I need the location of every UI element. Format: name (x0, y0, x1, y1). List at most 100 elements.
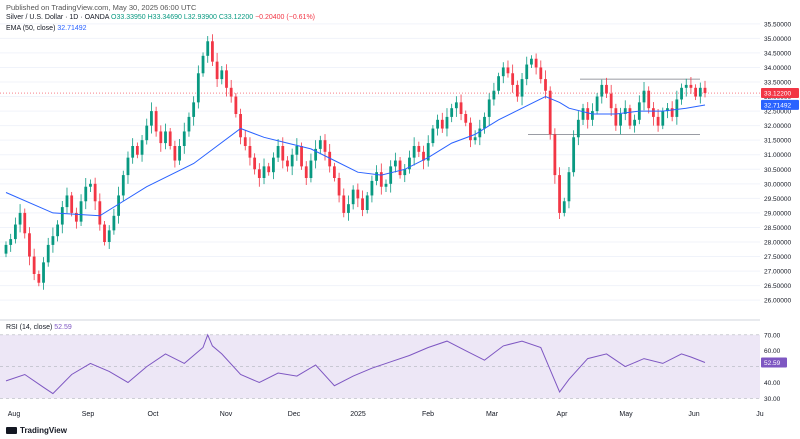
candle-body (497, 76, 500, 91)
price-tick-label: 29.50000 (764, 196, 791, 203)
candle-body (351, 189, 355, 205)
candle-body (4, 244, 8, 254)
candle-body (234, 96, 238, 114)
time-tick-label: May (619, 411, 633, 418)
candle-body (520, 79, 524, 97)
candle-body (23, 212, 27, 234)
candle-body (290, 154, 294, 167)
candle-body (79, 201, 83, 222)
candle-body (539, 67, 543, 80)
candle-body (454, 102, 458, 109)
time-tick-label: Aug (8, 411, 21, 418)
rsi-axis: 70.00 60.00 40.00 30.00 52.59 (761, 332, 787, 403)
candle-body (633, 119, 637, 126)
candle-body (398, 160, 402, 176)
candle-body (239, 114, 242, 138)
candle-body (70, 195, 74, 213)
candle-body (403, 169, 407, 176)
last-price-tag-box (761, 88, 799, 99)
candle-body (365, 195, 369, 210)
candle-body (93, 183, 97, 202)
candle-body (361, 198, 364, 210)
price-tick-label: 35.00000 (764, 36, 791, 43)
candle-body (98, 201, 102, 225)
time-tick-label: 2025 (350, 411, 366, 418)
candle-body (215, 61, 219, 80)
candle-body (267, 166, 271, 173)
candle-body (337, 178, 341, 196)
candle-body (703, 87, 707, 94)
candle-body (248, 146, 252, 158)
reference-lines (0, 78, 760, 135)
time-tick-label: Oct (148, 411, 159, 418)
candle-body (412, 146, 416, 158)
candle-body (196, 73, 200, 103)
candle-body (225, 70, 228, 88)
rsi-line (5, 333, 706, 395)
price-tick-label: 27.50000 (764, 254, 791, 261)
candle-body (173, 146, 177, 161)
candle-body (389, 166, 393, 184)
candle-body (408, 157, 411, 170)
ema-legend: EMA (50, close) 32.71492 (6, 25, 87, 32)
price-tick-label: 30.00000 (764, 181, 791, 188)
candle-body (675, 99, 679, 117)
candle-body (544, 79, 547, 91)
candle-body (253, 157, 257, 170)
time-tick-label: Jun (688, 411, 699, 418)
candle-body (628, 108, 632, 126)
candle-body (201, 55, 205, 74)
price-tick-label: 31.00000 (764, 152, 791, 159)
rsi-value: 52.59 (54, 324, 72, 331)
candle-body (384, 183, 388, 187)
candle-body (13, 224, 17, 240)
candle-body (32, 256, 36, 274)
candle-body (51, 236, 55, 245)
candle-body (422, 151, 425, 161)
candle-body (567, 172, 571, 202)
candle-body (501, 67, 505, 77)
candle-body (192, 102, 196, 117)
candle-body (511, 73, 515, 85)
candle-body (656, 116, 660, 126)
time-tick-label: Apr (557, 411, 569, 418)
candle-body (487, 99, 491, 117)
time-tick-label: Nov (220, 411, 233, 418)
candle-body (145, 125, 149, 141)
candle-body (375, 172, 379, 181)
candle-body (295, 146, 299, 155)
time-tick-label: Dec (288, 411, 301, 418)
candle-body (689, 84, 693, 88)
candle-body (126, 157, 130, 176)
candle-body (28, 233, 31, 257)
candle-body (314, 148, 318, 161)
time-tick-label: Mar (486, 411, 499, 418)
candle-body (623, 108, 627, 114)
candle-body (356, 189, 360, 199)
candle-body (440, 119, 444, 129)
candle-body (211, 41, 214, 62)
candle-body (154, 111, 158, 132)
price-tick-label: 32.00000 (764, 123, 791, 130)
candle-body (164, 131, 167, 144)
candle-body (576, 119, 580, 138)
last-price-tag: 33.12200 (764, 91, 791, 98)
candle-body (483, 116, 486, 129)
candle-body (65, 195, 69, 208)
rsi-label: RSI (14, close) (6, 324, 53, 331)
candle-body (347, 204, 350, 213)
candle-body (642, 90, 646, 103)
candle-body (698, 87, 702, 97)
candle-body (647, 90, 651, 109)
candle-body (159, 131, 163, 144)
time-axis: Aug Sep Oct Nov Dec 2025 Feb Mar Apr May Jun Ju (8, 411, 764, 418)
candle-body (694, 87, 698, 97)
symbol-legend: Silver / U.S. Dollar · 1D · OANDA O33.33… (6, 14, 315, 21)
candle-body (135, 146, 139, 155)
time-tick-label: Feb (422, 411, 434, 418)
candle-body (586, 108, 590, 120)
rsi-tick-label: 60.00 (764, 348, 781, 355)
candle-body (9, 239, 13, 245)
candlestick-series (4, 34, 707, 290)
